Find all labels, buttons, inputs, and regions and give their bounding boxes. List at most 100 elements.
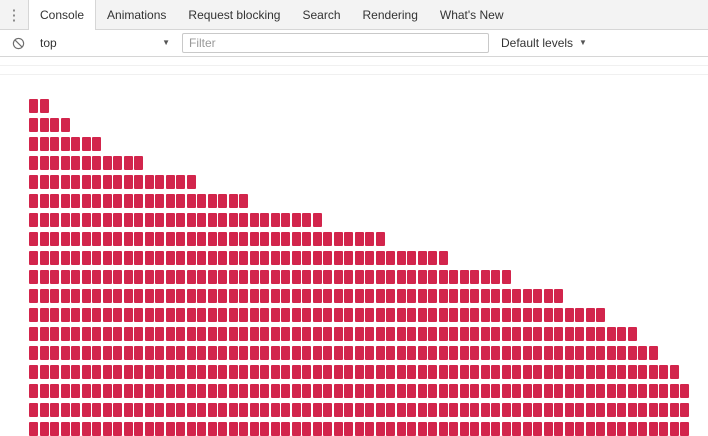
red-square <box>113 251 122 265</box>
red-square <box>39 99 49 113</box>
red-square <box>438 289 448 303</box>
red-square <box>123 194 133 208</box>
red-square <box>81 213 91 227</box>
red-square <box>291 327 301 341</box>
tab-whats-new[interactable]: What's New <box>439 7 504 22</box>
red-square <box>228 327 238 341</box>
frame-context-selector[interactable]: top ▼ <box>30 33 178 53</box>
red-square <box>29 251 38 265</box>
filter-input[interactable] <box>182 33 489 53</box>
log-levels-selector[interactable]: Default levels ▼ <box>501 36 587 50</box>
red-square <box>522 327 532 341</box>
red-square <box>554 422 563 436</box>
red-square <box>323 422 332 436</box>
red-square <box>39 346 49 360</box>
red-square <box>302 384 311 398</box>
red-square <box>81 308 91 322</box>
tab-search[interactable]: Search <box>302 7 341 22</box>
red-square <box>564 308 574 322</box>
console-log-row <box>0 156 708 175</box>
red-square <box>638 384 647 398</box>
red-square <box>29 156 38 170</box>
red-square <box>176 232 185 246</box>
red-square <box>113 403 122 417</box>
red-square <box>407 308 416 322</box>
red-square <box>260 232 269 246</box>
red-square <box>291 365 301 379</box>
red-square <box>333 346 343 360</box>
red-square <box>333 270 343 284</box>
red-square <box>344 232 353 246</box>
red-square <box>564 346 574 360</box>
red-square <box>92 175 101 189</box>
red-square <box>659 403 668 417</box>
kebab-menu-icon[interactable]: ⋮ <box>6 6 22 24</box>
red-square <box>144 175 154 189</box>
red-square <box>501 365 511 379</box>
red-square <box>102 422 112 436</box>
red-square <box>291 213 301 227</box>
tab-console[interactable]: Console <box>28 0 97 30</box>
console-log-row <box>0 213 708 232</box>
red-square <box>60 308 70 322</box>
red-square <box>375 289 385 303</box>
red-square <box>459 308 469 322</box>
red-square <box>543 403 553 417</box>
red-square <box>354 232 364 246</box>
red-square <box>354 365 364 379</box>
red-square <box>71 365 80 379</box>
red-square <box>176 289 185 303</box>
red-square <box>60 327 70 341</box>
red-square <box>50 194 59 208</box>
red-square <box>50 270 59 284</box>
red-square <box>228 422 238 436</box>
red-square <box>113 232 122 246</box>
red-square <box>207 251 217 265</box>
red-square <box>144 289 154 303</box>
red-square <box>197 270 206 284</box>
clear-console-button[interactable] <box>6 33 30 53</box>
red-square <box>449 403 458 417</box>
red-square <box>113 308 122 322</box>
tab-request-blocking[interactable]: Request blocking <box>188 7 281 22</box>
red-square <box>165 213 175 227</box>
red-square <box>375 422 385 436</box>
red-square <box>71 270 80 284</box>
red-square <box>155 194 164 208</box>
red-square <box>396 270 406 284</box>
red-square <box>71 251 80 265</box>
tab-rendering[interactable]: Rendering <box>362 7 418 22</box>
red-square <box>197 289 206 303</box>
red-square <box>375 251 385 265</box>
red-square <box>480 270 490 284</box>
red-square <box>501 403 511 417</box>
red-square <box>575 327 584 341</box>
red-square <box>228 365 238 379</box>
red-square <box>606 403 616 417</box>
red-square <box>354 270 364 284</box>
red-square <box>29 289 38 303</box>
red-square <box>249 327 259 341</box>
red-square <box>197 346 206 360</box>
red-square <box>480 327 490 341</box>
red-square <box>71 384 80 398</box>
red-square <box>165 289 175 303</box>
red-square <box>60 175 70 189</box>
red-square <box>50 384 59 398</box>
red-square <box>554 365 563 379</box>
red-square <box>186 422 196 436</box>
red-square <box>176 422 185 436</box>
red-square <box>449 346 458 360</box>
red-square <box>207 289 217 303</box>
red-square <box>386 270 395 284</box>
red-square <box>417 308 427 322</box>
console-log-row <box>0 251 708 270</box>
red-square <box>60 213 70 227</box>
tab-animations[interactable]: Animations <box>107 7 167 22</box>
red-square <box>312 327 322 341</box>
red-square <box>407 403 416 417</box>
red-square <box>113 422 122 436</box>
red-square <box>365 251 374 265</box>
red-square <box>648 384 658 398</box>
red-square <box>617 365 626 379</box>
